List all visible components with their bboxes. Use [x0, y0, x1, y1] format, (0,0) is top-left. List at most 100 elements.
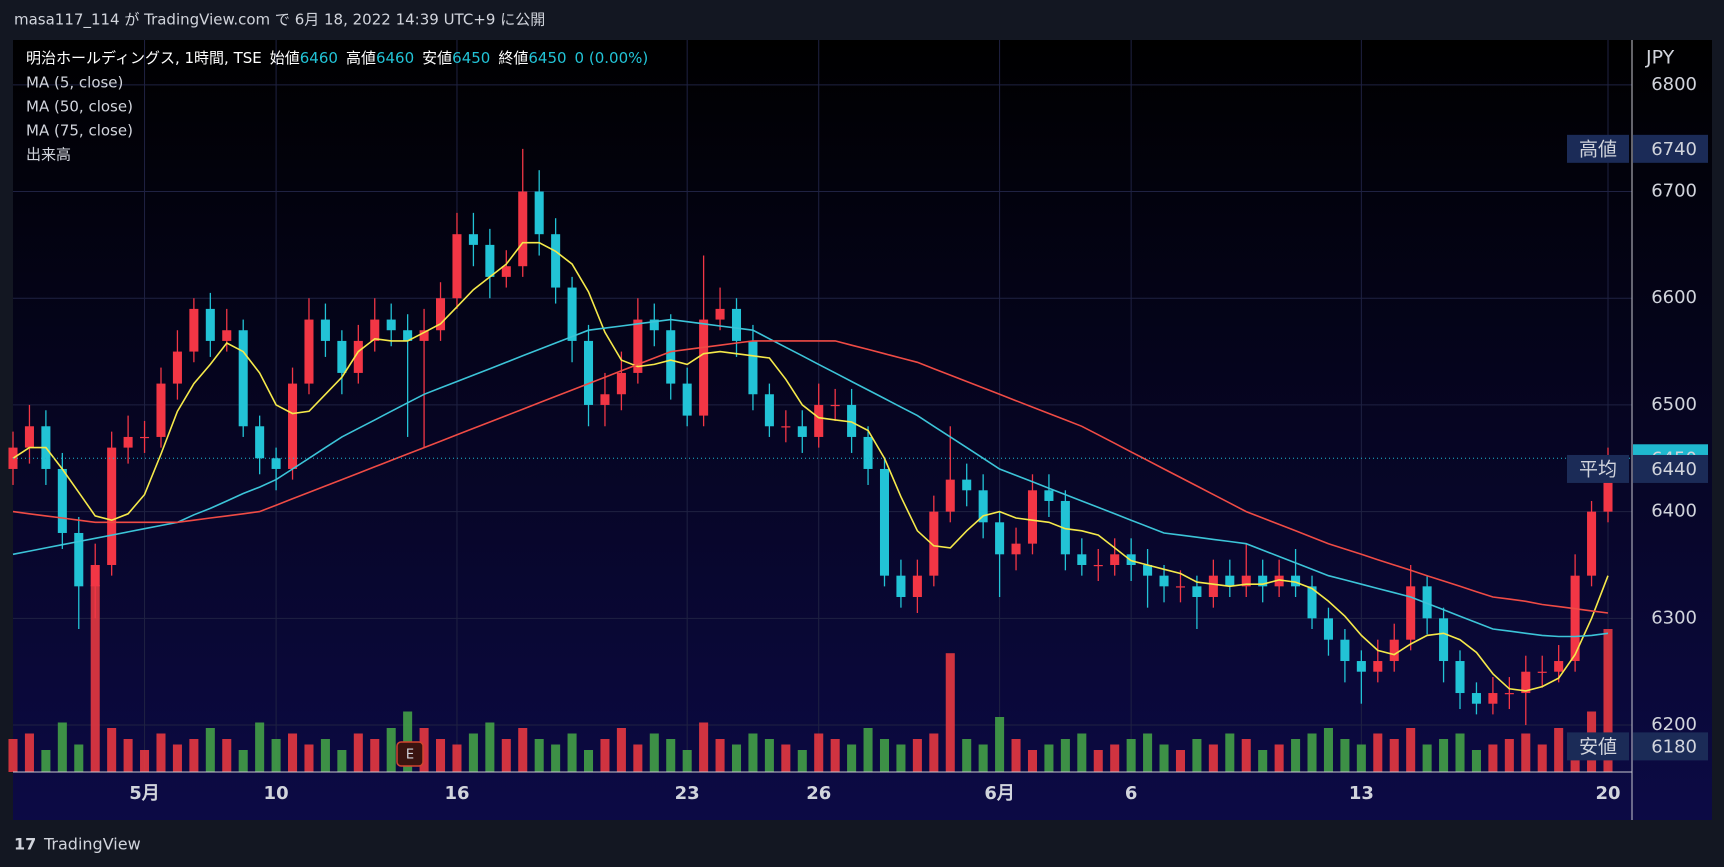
- legend: 明治ホールディングス, 1時間, TSE 始値6460 高値6460 安値6450 終値…: [26, 49, 648, 164]
- volume-bar: [107, 728, 117, 772]
- volume-bar: [847, 744, 857, 772]
- volume-bar: [1011, 739, 1021, 772]
- ma-line: [12, 340, 1609, 614]
- candle-body: [370, 319, 380, 341]
- candle-body: [633, 319, 643, 373]
- marker-label-box: [1567, 732, 1629, 761]
- ohlc-value: 6450: [452, 49, 490, 67]
- candle-body: [797, 426, 807, 437]
- candle-body: [962, 479, 972, 491]
- candle-body: [304, 319, 314, 384]
- volume-bar: [1126, 739, 1136, 772]
- volume-bar: [140, 750, 150, 772]
- candle-body: [386, 319, 396, 331]
- x-tick-label: 20: [1595, 783, 1620, 804]
- volume-bar: [1488, 744, 1498, 772]
- volume-bar: [583, 750, 594, 772]
- volume-bar: [1422, 744, 1432, 772]
- candle-body: [847, 404, 857, 437]
- x-tick-label: 13: [1349, 783, 1374, 804]
- candle-body: [1291, 575, 1301, 587]
- volume-bar: [912, 739, 922, 772]
- volume-bar: [1192, 739, 1202, 772]
- volume-bar: [518, 728, 528, 772]
- volume-bar: [978, 744, 988, 772]
- candle-body: [1225, 575, 1235, 587]
- logo-mark: 17: [14, 835, 36, 854]
- volume-bar: [1389, 739, 1399, 772]
- axes: 6200 6300 6400 6500 6600 6700 6800 5月 10 16 23 26 6月…: [129, 74, 1708, 804]
- candle-body: [1044, 490, 1054, 501]
- candle-body: [1455, 661, 1465, 694]
- candle-body: [1027, 490, 1038, 544]
- volume-bar: [682, 750, 692, 772]
- candles: [8, 148, 1613, 726]
- candle-body: [1208, 575, 1218, 598]
- volume-bar: [24, 733, 34, 772]
- volume-bar: [320, 739, 330, 772]
- candle-body: [255, 426, 265, 459]
- volume-bar: [1060, 739, 1070, 772]
- change: 0 (0.00%): [575, 49, 649, 67]
- x-tick-label: 6: [1125, 783, 1138, 804]
- candle-body: [353, 340, 363, 373]
- candle-body: [189, 308, 199, 352]
- volume-bar: [1208, 744, 1218, 772]
- y-tick-label: 6200: [1651, 714, 1697, 735]
- candle-body: [107, 447, 117, 565]
- ma-line: [12, 318, 1609, 638]
- candle-body: [649, 319, 659, 331]
- volume-bar: [288, 733, 298, 772]
- candle-body: [814, 404, 824, 437]
- marker-label-box: [1567, 134, 1629, 163]
- candle-body: [140, 436, 150, 439]
- candle-body: [1488, 693, 1498, 704]
- candle-body: [452, 234, 462, 299]
- candle-body: [74, 532, 84, 587]
- candle-body: [1323, 618, 1333, 640]
- candle-body: [666, 330, 676, 384]
- volume-bar: [567, 733, 577, 772]
- candle-body: [436, 298, 446, 331]
- marker-label-box: [1567, 454, 1629, 483]
- volume-bar: [633, 744, 643, 772]
- candle-body: [1175, 586, 1185, 588]
- candle-body: [156, 383, 166, 437]
- earnings-badge: [396, 741, 424, 767]
- volume-bar: [419, 728, 429, 772]
- candle-body: [748, 340, 758, 395]
- candle-body: [1356, 661, 1366, 672]
- volume-bar: [715, 739, 725, 772]
- marker-value: 6740: [1651, 139, 1697, 160]
- marker-value: 6180: [1651, 736, 1697, 757]
- moving-averages: [12, 241, 1632, 692]
- candle-body: [123, 436, 133, 448]
- volume-bar: [370, 739, 380, 772]
- candle-body: [320, 319, 330, 341]
- x-tick-label: 23: [675, 783, 700, 804]
- candle-body: [90, 564, 100, 587]
- candle-body: [929, 511, 939, 576]
- marker-label: 高値: [1579, 138, 1617, 160]
- ohlc-value: 6460: [376, 49, 414, 67]
- candle-body: [205, 308, 215, 341]
- volume-bar: [1504, 739, 1514, 772]
- volume-bar: [41, 750, 51, 772]
- candle-body: [863, 436, 873, 469]
- candle-body: [501, 266, 511, 277]
- candle-body: [600, 394, 610, 405]
- volume-bar: [222, 739, 232, 772]
- y-tick-label: 6800: [1651, 74, 1697, 95]
- candle-body: [1241, 575, 1251, 587]
- volume-bar: [123, 739, 133, 772]
- ohlc-label: 始値: [270, 49, 300, 67]
- candle-body: [830, 404, 840, 407]
- volume-bar: [649, 733, 659, 772]
- candle-body: [1192, 586, 1202, 598]
- marker-value-box: [1633, 732, 1708, 761]
- y-tick-label: 6700: [1651, 181, 1697, 202]
- candle-body: [1422, 586, 1432, 619]
- volume-bar: [534, 739, 544, 772]
- legend-entry: 出来高: [26, 146, 71, 164]
- candle-body: [945, 479, 955, 512]
